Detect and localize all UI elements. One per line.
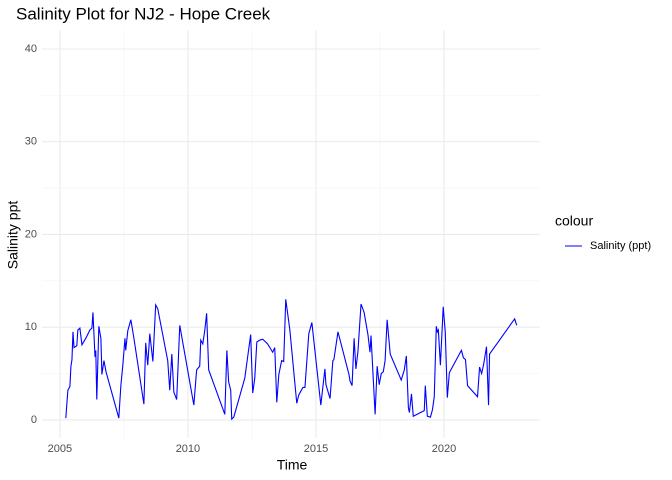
x-tick-label: 2010 bbox=[176, 443, 200, 455]
y-tick-label: 30 bbox=[25, 136, 37, 148]
x-tick-label: 2005 bbox=[48, 443, 72, 455]
y-tick-label: 40 bbox=[25, 43, 37, 55]
x-tick-label: 2020 bbox=[432, 443, 456, 455]
y-tick-label: 0 bbox=[31, 414, 37, 426]
y-tick-label: 10 bbox=[25, 321, 37, 333]
y-axis-label: Salinity ppt bbox=[5, 201, 21, 270]
x-axis-label: Time bbox=[277, 457, 308, 473]
y-tick-label: 20 bbox=[25, 228, 37, 240]
legend-label: Salinity (ppt) bbox=[590, 240, 651, 252]
chart-title: Salinity Plot for NJ2 - Hope Creek bbox=[16, 4, 271, 23]
x-tick-label: 2015 bbox=[304, 443, 328, 455]
data-line bbox=[65, 299, 518, 421]
legend-title: colour bbox=[555, 213, 593, 229]
